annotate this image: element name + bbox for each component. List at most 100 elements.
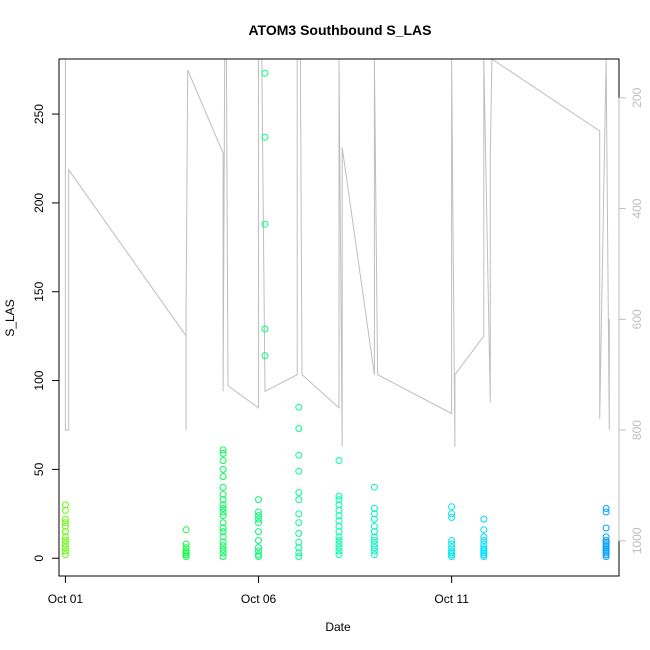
data-point	[219, 483, 227, 491]
data-point	[370, 528, 378, 536]
y-axis-label: S_LAS	[3, 299, 17, 336]
data-point	[370, 551, 378, 559]
data-point	[61, 515, 69, 523]
data-point	[255, 496, 262, 504]
data-point	[295, 425, 303, 432]
data-point	[219, 446, 227, 454]
data-point	[295, 403, 303, 411]
y-tick-label: 0	[32, 555, 46, 562]
y2-series-line	[64, 58, 610, 447]
data-point	[219, 528, 227, 536]
data-point	[480, 533, 488, 541]
data-point	[61, 537, 69, 544]
data-point	[261, 220, 269, 228]
y-tick-label: 100	[32, 370, 46, 390]
data-point	[255, 547, 262, 555]
data-point	[335, 492, 343, 500]
data-point	[61, 547, 69, 555]
x-tick-label: Oct 06	[241, 592, 277, 606]
y-tick-label: 250	[32, 104, 46, 124]
data-point	[335, 533, 343, 541]
data-point	[295, 510, 303, 518]
data-point	[182, 544, 190, 552]
data-point	[602, 524, 610, 532]
data-point	[219, 508, 227, 516]
data-point	[370, 483, 378, 491]
data-point	[295, 496, 303, 504]
data-point	[295, 519, 303, 527]
x-tick-label: Oct 11	[434, 592, 469, 606]
y-tick-label: 150	[32, 281, 46, 301]
data-point	[295, 538, 303, 546]
data-point	[219, 490, 227, 498]
data-point	[255, 528, 262, 536]
data-point	[261, 69, 269, 77]
data-point	[602, 508, 610, 516]
y-tick-label: 50	[32, 462, 46, 476]
y-tick-label: 200	[32, 193, 46, 213]
data-point	[370, 510, 378, 518]
data-point	[370, 522, 378, 530]
data-point	[335, 537, 343, 544]
data-point	[219, 524, 227, 532]
data-point	[61, 551, 69, 559]
y2-tick-label: 1000	[630, 527, 644, 554]
data-point	[219, 519, 227, 527]
data-point	[61, 501, 69, 509]
data-point	[335, 522, 343, 530]
data-point	[370, 505, 378, 512]
data-point	[255, 553, 262, 560]
data-point	[335, 506, 343, 514]
data-point	[335, 512, 343, 520]
data-point	[219, 553, 227, 560]
data-point	[335, 501, 343, 509]
data-point	[219, 512, 227, 520]
data-point	[448, 553, 456, 560]
data-point	[219, 549, 227, 557]
data-point	[480, 537, 488, 544]
data-point	[335, 540, 343, 548]
data-point	[370, 537, 378, 544]
data-point	[261, 352, 269, 360]
data-point	[295, 467, 303, 475]
y2-axis: 200 400 600 800 1000	[618, 87, 644, 554]
data-point	[448, 503, 456, 511]
data-point	[219, 501, 227, 509]
data-point	[448, 510, 456, 518]
data-point	[480, 526, 488, 534]
data-point	[255, 512, 262, 520]
data-point	[219, 465, 227, 473]
data-point	[182, 553, 190, 560]
data-point	[295, 451, 303, 459]
data-point	[335, 544, 343, 552]
data-point	[255, 508, 262, 516]
y2-tick-label: 200	[630, 87, 644, 107]
data-point	[370, 544, 378, 552]
data-point	[255, 537, 262, 544]
data-point	[370, 515, 378, 523]
data-point	[480, 540, 488, 548]
data-point	[61, 519, 69, 527]
data-point	[219, 505, 227, 512]
data-point	[182, 540, 190, 548]
data-point	[255, 515, 262, 523]
data-point	[295, 553, 303, 560]
data-point	[182, 526, 190, 534]
data-point	[370, 540, 378, 548]
data-point	[219, 457, 227, 464]
data-point	[61, 506, 69, 514]
data-point	[602, 553, 610, 560]
data-point	[219, 449, 227, 457]
data-point	[295, 549, 303, 557]
data-point	[255, 544, 262, 552]
x-axis: Oct 01 Oct 06 Oct 11	[48, 575, 469, 606]
data-point	[335, 547, 343, 555]
x-tick-label: Oct 01	[48, 592, 84, 606]
data-point	[219, 542, 227, 550]
data-point	[602, 505, 610, 512]
data-point	[370, 547, 378, 555]
data-point	[335, 496, 343, 504]
data-point	[219, 533, 227, 541]
data-point	[295, 529, 303, 537]
